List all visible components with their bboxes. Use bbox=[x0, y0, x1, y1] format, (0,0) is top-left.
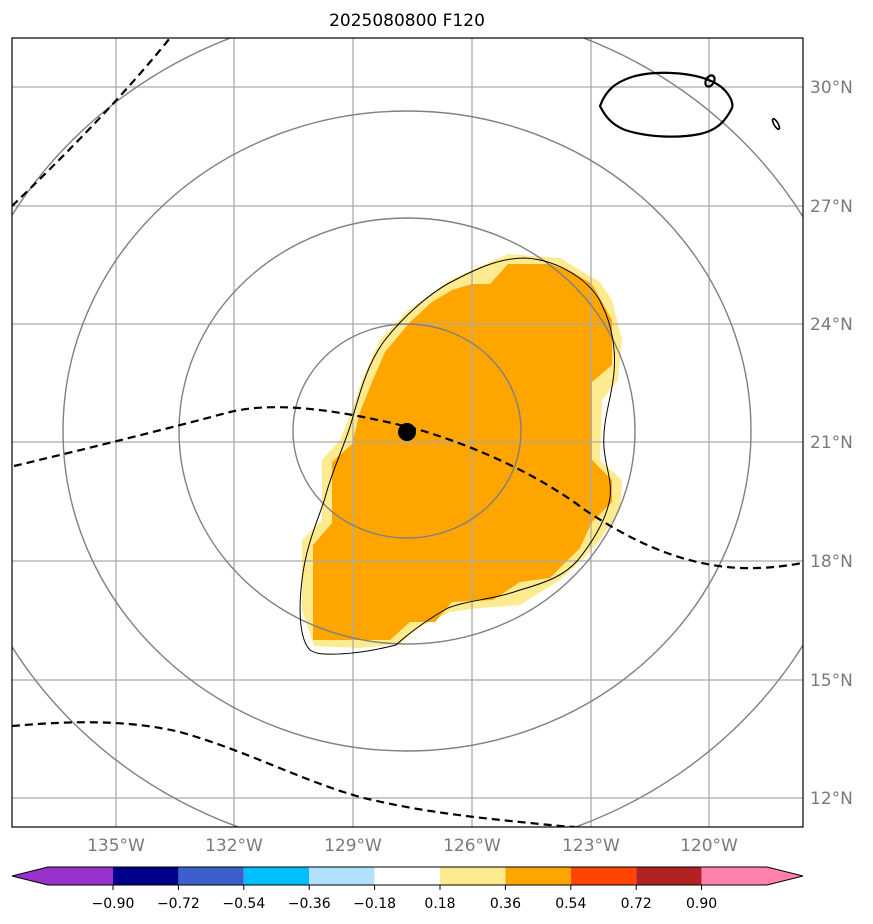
dashed-contour-center bbox=[13, 406, 803, 570]
field-outline bbox=[299, 257, 615, 655]
colorbar-tick-label: −0.36 bbox=[288, 896, 331, 912]
lon-label: 135°W bbox=[87, 836, 145, 856]
map-frame bbox=[11, 37, 804, 828]
dashed-contours bbox=[12, 38, 803, 827]
colorbar-segment bbox=[374, 867, 440, 885]
figure-title: 2025080800 F120 bbox=[329, 11, 485, 31]
latitude-labels: 30°N 27°N 24°N 21°N 18°N 15°N 12°N bbox=[810, 78, 853, 809]
colorbar: −0.90 −0.72 −0.54 −0.36 −0.18 0.18 0.36 … bbox=[11, 866, 804, 912]
colorbar-segment bbox=[243, 867, 310, 885]
lat-label: 18°N bbox=[810, 552, 853, 572]
colorbar-segment bbox=[570, 867, 637, 885]
map-panel bbox=[11, 37, 804, 828]
colorbar-frame bbox=[11, 866, 804, 886]
colorbar-tick-label: −0.90 bbox=[92, 896, 135, 912]
colorbar-segment bbox=[309, 867, 375, 885]
colorbar-tick-label: 0.18 bbox=[424, 896, 455, 912]
range-rings bbox=[12, 38, 803, 827]
range-ring-1 bbox=[292, 323, 522, 539]
colorbar-segment bbox=[12, 867, 113, 885]
colorbar-tick-label: 0.72 bbox=[621, 896, 652, 912]
colorbar-segment bbox=[178, 867, 244, 885]
shaded-region-orange bbox=[313, 264, 612, 640]
graticule bbox=[12, 38, 803, 827]
colorbar-segment bbox=[113, 867, 179, 885]
colorbar-tick-label: −0.72 bbox=[157, 896, 200, 912]
lat-label: 30°N bbox=[810, 78, 853, 98]
colorbar-tick-label: −0.54 bbox=[222, 896, 265, 912]
range-ring-3 bbox=[62, 110, 752, 752]
solid-contours bbox=[598, 71, 781, 138]
lon-label: 120°W bbox=[680, 836, 738, 856]
lat-label: 27°N bbox=[810, 197, 853, 217]
storm-center-marker bbox=[398, 423, 416, 441]
lat-label: 21°N bbox=[810, 433, 853, 453]
solid-contour-small-2 bbox=[771, 117, 781, 131]
colorbar-tick-label: 0.54 bbox=[555, 896, 586, 912]
lon-label: 126°W bbox=[443, 836, 501, 856]
solid-contour-small-1 bbox=[704, 74, 716, 88]
colorbar-segment bbox=[701, 867, 803, 885]
dashed-contour-north bbox=[12, 38, 171, 207]
lon-label: 129°W bbox=[324, 836, 382, 856]
solid-contour-loop bbox=[598, 71, 734, 138]
longitude-labels: 135°W 132°W 129°W 126°W 123°W 120°W bbox=[87, 836, 738, 856]
range-ring-2 bbox=[178, 217, 636, 645]
colorbar-tick-label: 0.90 bbox=[686, 896, 717, 912]
colorbar-tick-label: 0.36 bbox=[490, 896, 521, 912]
lon-label: 123°W bbox=[562, 836, 620, 856]
lat-label: 12°N bbox=[810, 789, 853, 809]
lat-label: 15°N bbox=[810, 671, 853, 691]
colorbar-segment bbox=[505, 867, 571, 885]
colorbar-segment bbox=[636, 867, 702, 885]
colorbar-segment bbox=[440, 867, 506, 885]
colorbar-ticks bbox=[112, 885, 703, 890]
lat-label: 24°N bbox=[810, 315, 853, 335]
colorbar-tick-label: −0.18 bbox=[353, 896, 396, 912]
lon-label: 132°W bbox=[205, 836, 263, 856]
